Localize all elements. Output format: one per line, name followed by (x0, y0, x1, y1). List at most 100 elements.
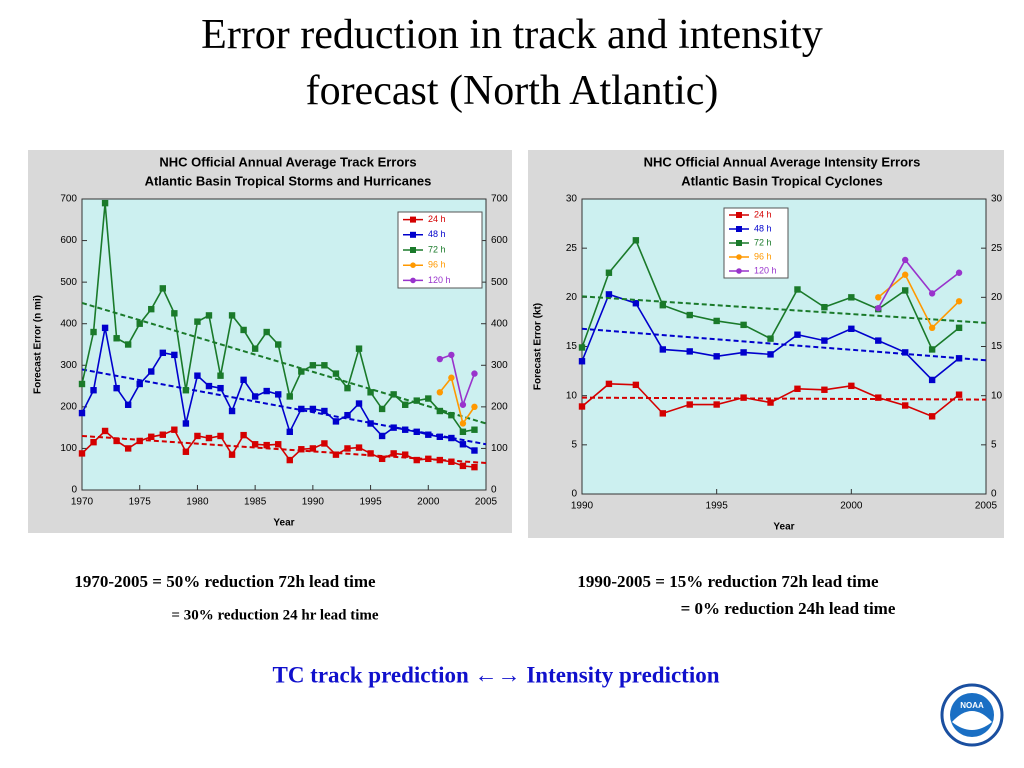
point (713, 317, 720, 325)
point (448, 351, 455, 359)
series-line (877, 273, 960, 330)
point (413, 456, 420, 464)
point (90, 438, 97, 446)
x-axis-label: Year (273, 518, 294, 529)
point (686, 348, 693, 355)
point (251, 441, 259, 448)
point (182, 448, 190, 455)
point (928, 324, 936, 332)
point (436, 355, 444, 363)
point (344, 411, 351, 419)
caption: 1990-2005 = 15% reduction 72h lead time (577, 572, 879, 591)
point (367, 389, 374, 396)
y-axis-label: Forecast Error (kt) (533, 303, 544, 390)
title-line: Error reduction in track and intensity (201, 12, 823, 58)
point (101, 324, 109, 332)
point (848, 325, 855, 332)
point (321, 407, 328, 415)
slide-title: Error reduction in track and intensity fo… (201, 12, 823, 114)
point (413, 397, 420, 404)
point (228, 451, 236, 458)
point (148, 368, 155, 375)
point (298, 446, 305, 453)
point (217, 432, 224, 440)
title-line: forecast (North Atlantic) (306, 68, 719, 114)
point (182, 387, 190, 394)
legend-label: 96 h (754, 251, 772, 261)
series-line (439, 353, 476, 408)
point (113, 437, 120, 445)
point (740, 321, 747, 329)
legend-marker (410, 247, 416, 253)
point (686, 311, 693, 319)
series-line (439, 375, 476, 426)
point (309, 405, 317, 413)
point (928, 413, 936, 420)
point (390, 391, 397, 398)
legend-label: 72 h (428, 244, 446, 254)
point (159, 349, 166, 357)
point (298, 368, 305, 375)
point (367, 420, 374, 427)
point (101, 199, 109, 207)
y-tick-label: 300 (60, 360, 77, 371)
point (378, 405, 386, 413)
y-tick-label: 25 (566, 243, 578, 254)
y-tick-label: 10 (566, 390, 578, 401)
point (228, 312, 236, 319)
chart-title: NHC Official Annual Average Track Errors (159, 154, 416, 169)
point (605, 380, 613, 388)
point (171, 426, 178, 433)
y-tick-label: 0 (71, 485, 77, 496)
point (955, 269, 963, 276)
legend-label: 72 h (754, 237, 772, 247)
point (367, 450, 374, 457)
point (459, 462, 467, 470)
point (390, 450, 397, 457)
legend-marker (736, 226, 742, 232)
point (821, 386, 828, 393)
x-tick-label: 1990 (302, 497, 325, 508)
point (332, 451, 340, 458)
point (448, 374, 455, 381)
point (459, 420, 467, 427)
point (309, 362, 317, 369)
point (251, 345, 259, 352)
point (928, 346, 936, 353)
point (955, 355, 963, 362)
point (955, 391, 963, 398)
y2-tick-label: 400 (491, 318, 508, 329)
y2-tick-label: 600 (491, 235, 508, 246)
point (275, 341, 282, 348)
y-tick-label: 5 (571, 439, 577, 450)
point (355, 345, 363, 352)
point (355, 444, 363, 451)
y2-tick-label: 20 (991, 292, 1003, 303)
point (821, 303, 828, 311)
caption: = 30% reduction 24 hr lead time (171, 607, 378, 623)
y-tick-label: 600 (60, 235, 77, 246)
point (113, 335, 120, 342)
point (182, 420, 190, 427)
point (448, 411, 455, 419)
point (240, 431, 247, 439)
point (263, 387, 270, 395)
point (378, 455, 386, 463)
point (605, 269, 613, 276)
y-tick-label: 500 (60, 277, 77, 288)
x-tick-label: 1970 (71, 497, 94, 508)
point (205, 434, 213, 442)
point (848, 382, 855, 390)
point (471, 463, 478, 471)
point (794, 385, 801, 392)
point (578, 344, 586, 351)
point (425, 395, 432, 402)
y2-tick-label: 0 (991, 489, 997, 500)
y2-tick-label: 10 (991, 390, 1003, 401)
x-tick-label: 2005 (475, 497, 498, 508)
point (632, 237, 640, 244)
point (713, 401, 720, 408)
chart-subtitle: Atlantic Basin Tropical Storms and Hurri… (145, 173, 432, 188)
point (471, 426, 478, 433)
point (902, 256, 909, 264)
